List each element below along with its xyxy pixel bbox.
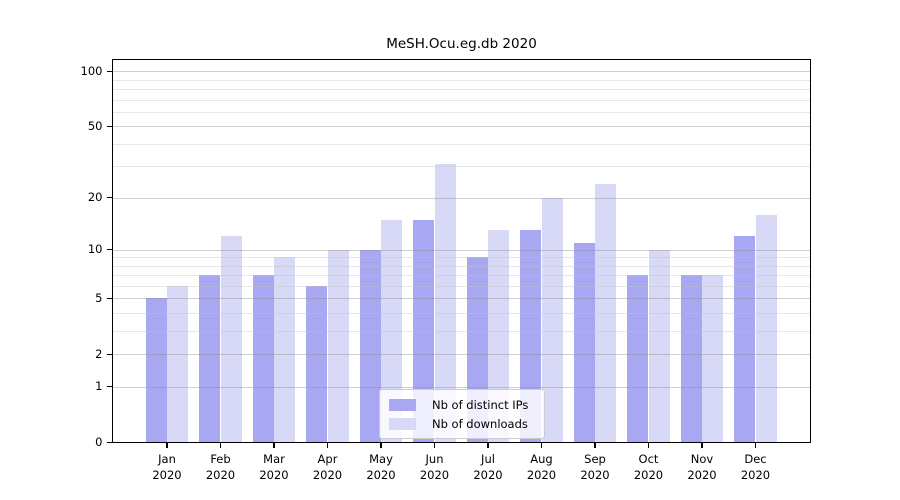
major-gridline [112,71,811,73]
bar-distinct-ips [145,298,167,443]
y-axis-tick [106,197,112,199]
y-axis-tick-label: 50 [87,118,103,133]
y-axis-tick [106,386,112,388]
legend-item-distinct-ips: Nb of distinct IPs [389,395,535,414]
legend-item-downloads: Nb of downloads [389,414,535,433]
x-axis-tick [433,442,436,448]
minor-gridline [112,257,811,259]
x-axis-tick [647,442,650,448]
plot-area [112,59,811,443]
x-axis-tick [540,442,543,448]
x-axis-tick [487,442,489,448]
x-axis-tick-label: May 2020 [366,451,396,482]
bar-downloads [541,197,563,443]
bar-downloads [327,249,349,443]
bar-distinct-ips [680,275,702,443]
bar-downloads [755,214,777,443]
x-axis-tick [594,442,596,448]
x-axis-tick-label: Oct 2020 [633,451,664,482]
bar-distinct-ips [734,236,756,443]
x-axis-tick [219,442,222,448]
bar-distinct-ips [252,275,274,443]
bar-downloads [434,163,456,443]
x-axis-tick-label: Sep 2020 [580,451,610,482]
legend: Nb of distinct IPs Nb of downloads [379,389,545,439]
bar-distinct-ips [413,219,435,443]
y-axis-tick [106,125,112,127]
x-axis-tick [326,442,329,448]
bar-distinct-ips [199,275,221,443]
minor-gridline [112,166,811,168]
x-axis-tick-label: Mar 2020 [259,451,289,482]
minor-gridline [112,79,811,81]
y-axis-tick-label: 20 [87,190,103,205]
y-axis-tick [106,353,112,355]
x-axis-tick-label: Aug 2020 [526,451,557,482]
legend-swatch-distinct-ips [389,398,416,411]
x-axis-tick-label: Dec 2020 [740,451,771,482]
bar-downloads [167,286,189,443]
y-axis-tick-label: 1 [95,379,103,394]
bar-downloads [381,219,403,443]
y-axis-tick-label: 100 [80,63,103,78]
bar-downloads [220,236,242,443]
minor-gridline [112,143,811,145]
minor-gridline [112,99,811,101]
y-axis-tick [106,70,112,73]
bar-downloads [274,257,296,443]
y-axis-tick-label: 5 [95,290,103,305]
bar-downloads [595,183,617,443]
bar-distinct-ips [359,249,381,443]
chart-title: MeSH.Ocu.eg.db 2020 [386,36,537,52]
bar-distinct-ips [573,242,595,443]
legend-label-downloads: Nb of downloads [432,416,528,431]
y-axis-tick [106,249,112,251]
x-axis-tick [166,442,168,448]
x-axis-tick [273,442,275,448]
x-axis-tick [380,442,382,448]
x-axis-tick-label: Feb 2020 [205,451,236,482]
y-axis-tick [106,297,112,300]
bar-downloads [702,275,724,443]
major-gridline [112,126,811,128]
x-axis-tick-label: Jun 2020 [419,451,450,482]
bar-distinct-ips [306,286,328,443]
bar-distinct-ips [627,275,649,443]
legend-swatch-downloads [389,417,416,430]
minor-gridline [112,265,811,267]
x-axis-tick-label: Jul 2020 [473,451,503,482]
x-axis-tick-label: Jan 2020 [152,451,182,482]
y-axis-tick-label: 10 [87,242,103,257]
x-axis-tick-label: Nov 2020 [687,451,717,482]
y-axis-tick [106,441,112,444]
legend-label-distinct-ips: Nb of distinct IPs [432,397,529,412]
major-gridline [112,249,811,251]
y-axis-tick-label: 2 [95,346,103,361]
bar-downloads [648,249,670,443]
minor-gridline [112,89,811,91]
major-gridline [112,197,811,199]
x-axis-tick-label: Apr 2020 [312,451,343,482]
x-axis-tick [754,442,757,448]
y-axis-tick-label: 0 [95,435,103,449]
x-axis-tick [701,442,703,448]
minor-gridline [112,111,811,113]
